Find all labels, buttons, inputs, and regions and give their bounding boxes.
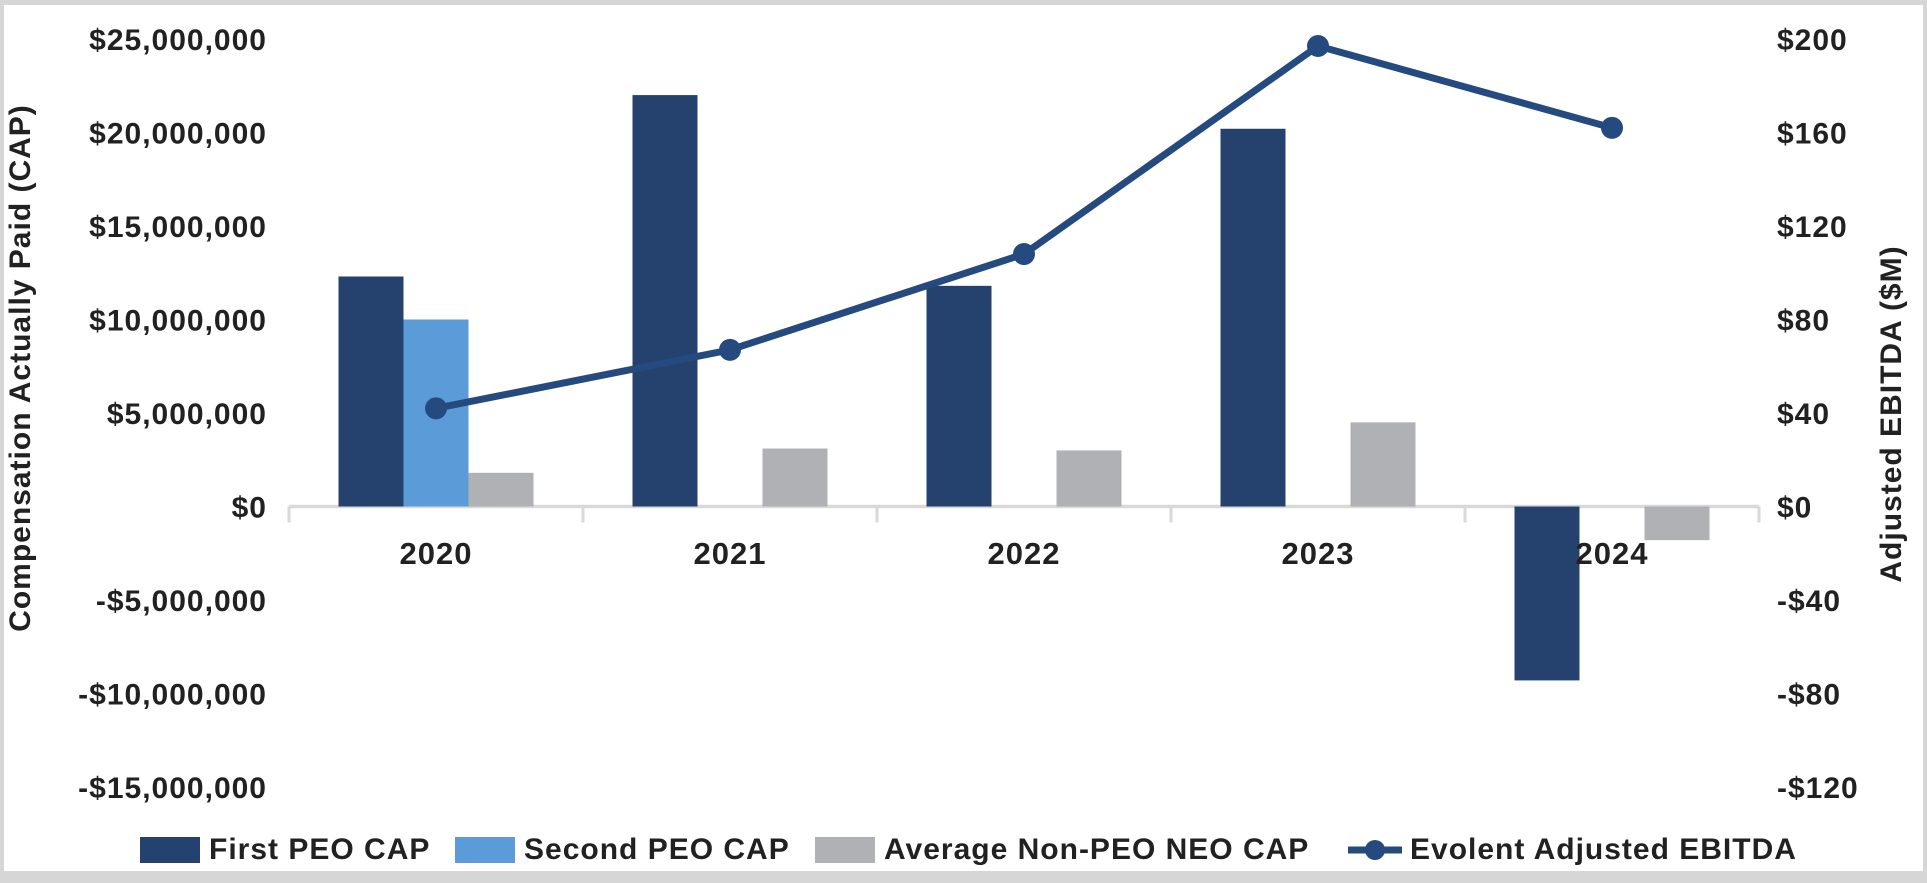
y-left-tick-label: $0 (232, 492, 267, 525)
bar-first-peo-cap-2021 (632, 95, 698, 507)
bar-average-non-peo-neo-cap-2022 (1056, 450, 1122, 507)
y-right-axis-title: Adjusted EBITDA ($M) (1875, 245, 1908, 582)
y-right-tick-label: $80 (1777, 305, 1830, 338)
x-axis-label-2021: 2021 (694, 536, 767, 571)
ebitda-point-2024 (1601, 116, 1623, 139)
y-left-tick-label: $20,000,000 (89, 118, 267, 151)
y-right-tick-label: -$40 (1777, 585, 1841, 618)
legend-label-evolent-adjusted-ebitda: Evolent Adjusted EBITDA (1410, 833, 1797, 866)
y-left-tick-label: $25,000,000 (89, 24, 267, 57)
legend-item-second-peo-cap: Second PEO CAP (455, 832, 790, 868)
ebitda-point-2023 (1307, 35, 1329, 58)
legend-item-first-peo-cap: First PEO CAP (140, 832, 430, 868)
y-left-tick-label: $5,000,000 (107, 398, 267, 431)
ebitda-point-2022 (1013, 243, 1035, 266)
ebitda-point-2021 (719, 338, 741, 361)
bar-first-peo-cap-2020 (338, 276, 404, 507)
bar-first-peo-cap-2022 (926, 285, 992, 507)
legend-swatch-second-peo-cap (455, 837, 515, 863)
bar-first-peo-cap-2024 (1514, 506, 1580, 681)
y-left-tick-label: -$15,000,000 (78, 772, 267, 805)
x-axis-label-2024: 2024 (1576, 536, 1649, 571)
x-axis-label-2020: 2020 (400, 536, 473, 571)
bar-average-non-peo-neo-cap-2023 (1350, 422, 1416, 507)
legend-label-second-peo-cap: Second PEO CAP (524, 833, 790, 866)
legend-line-marker-icon (1348, 840, 1402, 860)
y-right-tick-label: -$80 (1777, 679, 1841, 712)
x-axis-label-2022: 2022 (988, 536, 1061, 571)
y-left-axis-title: Compensation Actually Paid (CAP) (4, 104, 37, 632)
y-left-tick-label: $10,000,000 (89, 305, 267, 338)
y-right-tick-label: $160 (1777, 118, 1848, 151)
y-left-tick-label: $15,000,000 (89, 211, 267, 244)
ebitda-point-2020 (425, 397, 447, 420)
legend-item-average-non-peo-neo-cap: Average Non-PEO NEO CAP (815, 832, 1309, 868)
bar-average-non-peo-neo-cap-2021 (762, 448, 828, 507)
legend: First PEO CAP Second PEO CAP Average Non… (0, 832, 1927, 872)
legend-label-first-peo-cap: First PEO CAP (209, 833, 431, 866)
y-right-tick-label: $0 (1777, 492, 1812, 525)
bar-average-non-peo-neo-cap-2020 (468, 472, 534, 507)
y-right-tick-label: $200 (1777, 24, 1848, 57)
y-right-tick-label: $40 (1777, 398, 1830, 431)
bar-first-peo-cap-2023 (1220, 128, 1286, 507)
y-left-tick-label: -$5,000,000 (96, 585, 267, 618)
legend-label-average-non-peo-neo-cap: Average Non-PEO NEO CAP (884, 833, 1310, 866)
bar-average-non-peo-neo-cap-2024 (1644, 506, 1710, 541)
legend-swatch-average-non-peo-neo-cap (815, 837, 875, 863)
y-right-tick-label: -$120 (1777, 772, 1859, 805)
legend-swatch-first-peo-cap (140, 837, 200, 863)
ebitda-line (435, 42, 1613, 412)
y-left-tick-label: -$10,000,000 (78, 679, 267, 712)
x-axis-label-2023: 2023 (1282, 536, 1355, 571)
legend-item-evolent-adjusted-ebitda: Evolent Adjusted EBITDA (1346, 832, 1797, 868)
y-right-tick-label: $120 (1777, 211, 1848, 244)
